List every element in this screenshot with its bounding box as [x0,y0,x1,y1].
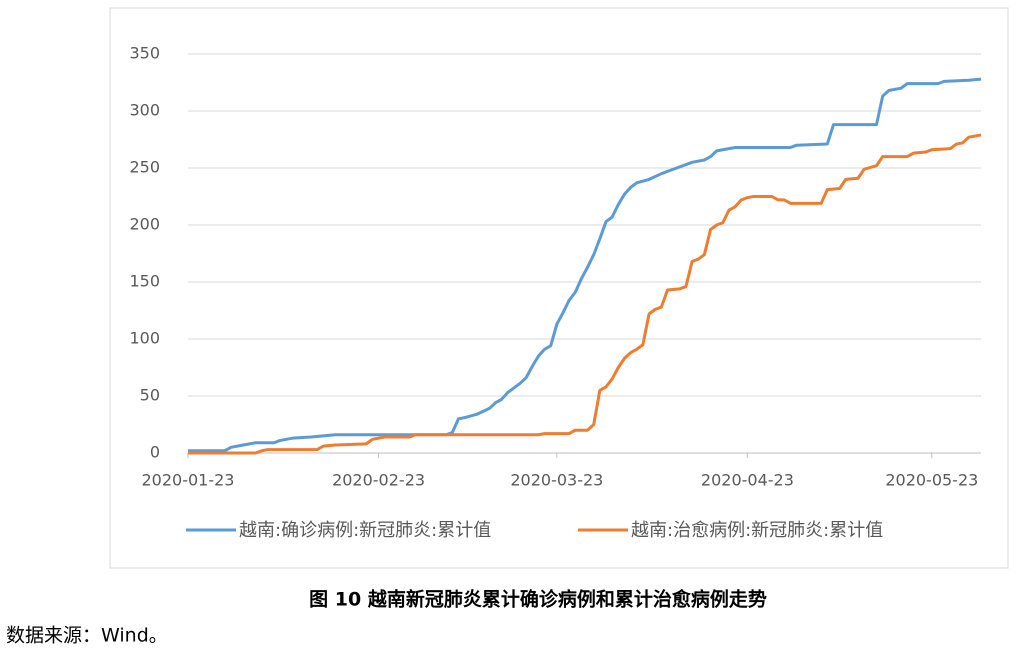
legend-label: 越南:治愈病例:新冠肺炎:累计值 [631,520,883,541]
y-tick-label: 350 [129,44,160,63]
y-tick-label: 300 [129,101,160,120]
y-tick-label: 250 [129,158,160,177]
source-note: 数据来源：Wind。 [6,625,168,647]
chart-title: 图 10 越南新冠肺炎累计确诊病例和累计治愈病例走势 [309,588,767,611]
series-line [188,77,982,453]
x-tick-label: 2020-02-23 [332,471,425,490]
y-tick-label: 50 [140,386,160,405]
x-tick-label: 2020-05-23 [885,471,978,490]
x-tick-label: 2020-04-23 [701,471,794,490]
y-tick-label: 100 [129,329,160,348]
chart-frame [109,7,1009,569]
x-tick-label: 2020-03-23 [510,471,603,490]
y-tick-label: 200 [129,215,160,234]
x-tick-label: 2020-01-23 [142,471,235,490]
series-line [188,133,982,455]
y-tick-label: 150 [129,272,160,291]
y-tick-label: 0 [150,443,160,462]
legend-label: 越南:确诊病例:新冠肺炎:累计值 [239,520,491,541]
